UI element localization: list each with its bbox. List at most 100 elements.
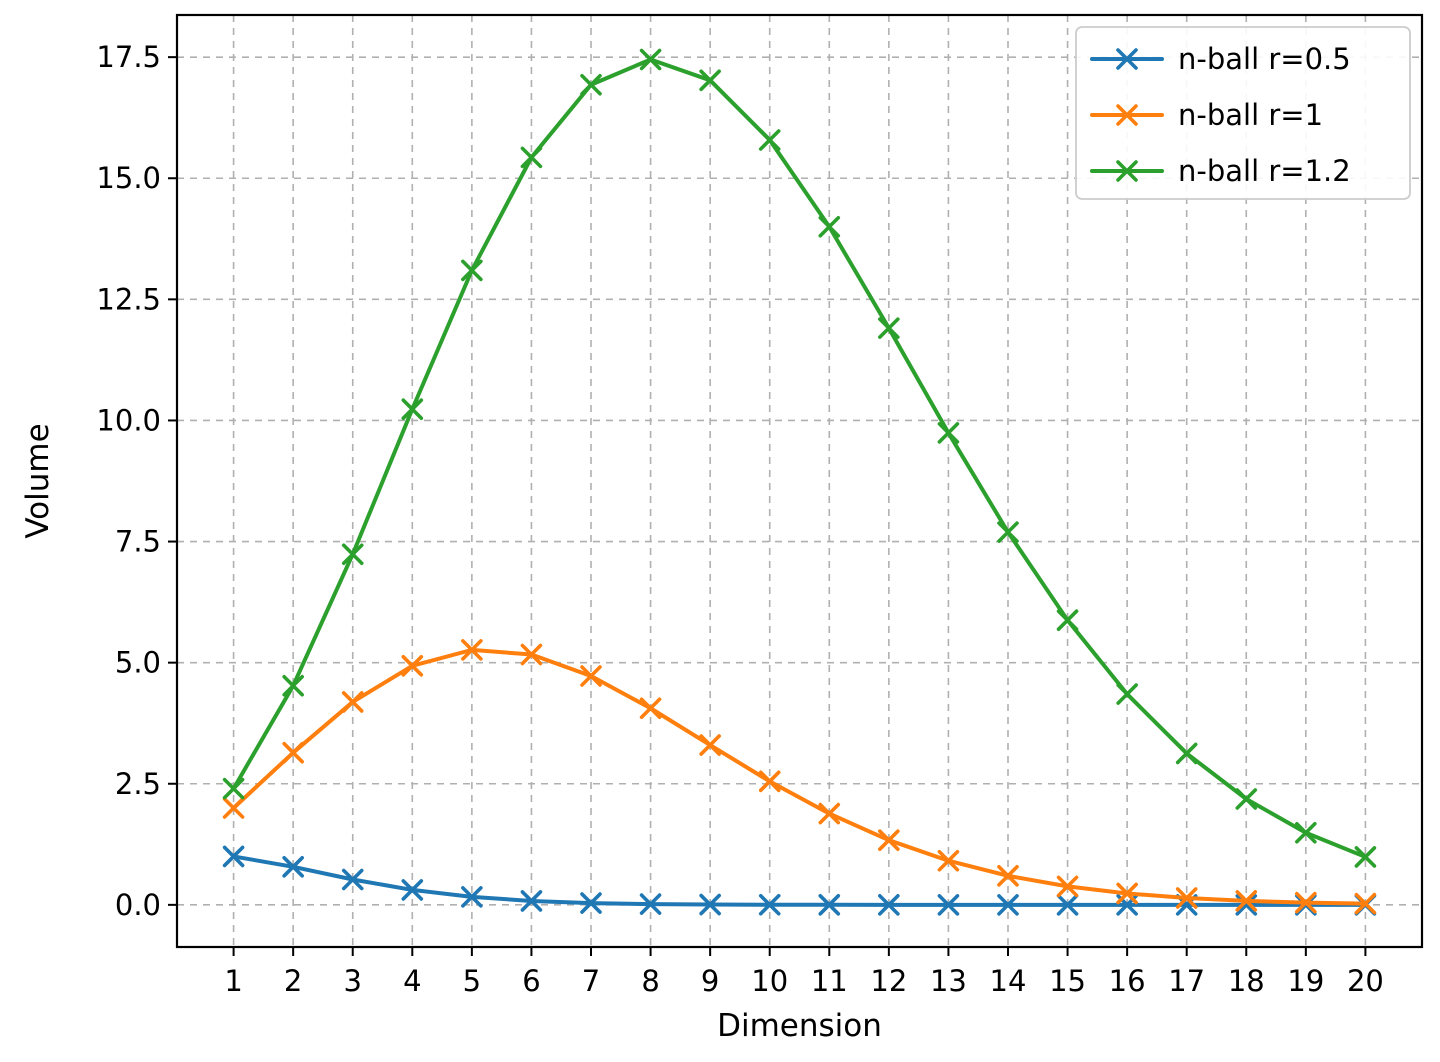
series-marker-x — [639, 697, 662, 720]
x-tick-label: 14 — [990, 964, 1027, 998]
series-marker-x — [1175, 742, 1198, 765]
legend-label: n-ball r=0.5 — [1178, 42, 1351, 76]
legend-entry: n-ball r=1 — [1090, 98, 1323, 132]
series-marker-x — [758, 893, 781, 916]
x-tick-label: 3 — [344, 964, 362, 998]
x-tick-label: 7 — [582, 964, 600, 998]
x-tick-label: 12 — [870, 964, 907, 998]
legend: n-ball r=0.5 n-ball r=1 n-ball r=1.2 — [1075, 26, 1411, 200]
legend-label: n-ball r=1.2 — [1178, 154, 1351, 188]
legend-entry: n-ball r=1.2 — [1090, 154, 1351, 188]
legend-box — [1075, 26, 1411, 200]
series-marker-x — [222, 797, 245, 819]
y-tick-label: 10.0 — [96, 403, 161, 437]
x-tick-label: 13 — [930, 964, 967, 998]
series-marker-x — [520, 146, 543, 169]
y-tick-label: 5.0 — [115, 646, 161, 680]
series-marker-x — [341, 543, 364, 566]
series-marker-x — [699, 893, 721, 916]
series-marker-x — [937, 849, 960, 872]
series-marker-x — [520, 890, 543, 912]
series-marker-x — [758, 770, 781, 793]
y-axis-label: Volume — [20, 423, 56, 539]
series-line — [231, 647, 1368, 906]
legend-marker-x — [1116, 104, 1138, 126]
series-marker-x — [282, 856, 304, 878]
series-marker-x — [1235, 894, 1258, 916]
series-marker-x — [1116, 882, 1138, 905]
x-tick-label: 10 — [751, 964, 788, 998]
series-marker-x — [401, 398, 424, 420]
series-marker-x — [937, 894, 960, 916]
x-tick-label: 1 — [224, 964, 242, 998]
series-marker-x — [997, 521, 1019, 543]
series-marker-x — [1056, 894, 1079, 916]
series-marker-x — [639, 48, 662, 71]
legend-marker-x — [1116, 160, 1138, 182]
series-marker-x — [341, 868, 364, 891]
series-marker-x — [341, 691, 364, 713]
y-tick-label: 17.5 — [96, 40, 161, 74]
series-marker-x — [1235, 890, 1258, 912]
x-tick-label: 15 — [1049, 964, 1086, 998]
x-tick-label: 16 — [1109, 964, 1146, 998]
x-tick-label: 11 — [811, 964, 848, 998]
x-tick-label: 4 — [403, 964, 421, 998]
x-tick-label: 8 — [641, 964, 659, 998]
series-marker-x — [997, 865, 1019, 887]
y-tick-label: 15.0 — [96, 161, 161, 195]
series-marker-x — [401, 879, 424, 901]
series-marker-x — [1354, 846, 1377, 868]
series-marker-x — [878, 894, 900, 916]
series-marker-x — [461, 639, 483, 661]
series-marker-x — [580, 73, 602, 96]
series-marker-x — [1354, 892, 1377, 915]
series-marker-x — [461, 259, 483, 282]
series-marker-x — [818, 215, 841, 238]
series-marker-x — [580, 892, 602, 914]
x-tick-label: 6 — [522, 964, 540, 998]
series-marker-x — [1116, 683, 1138, 705]
series-marker-x — [1295, 891, 1317, 914]
x-tick-label: 9 — [701, 964, 719, 998]
series-marker-x — [699, 734, 721, 756]
series-marker-x — [222, 777, 245, 800]
series-marker-x — [1056, 875, 1079, 898]
y-tick-label: 0.0 — [115, 888, 161, 922]
series-marker-x — [818, 894, 841, 916]
x-tick-label: 19 — [1287, 964, 1324, 998]
series-marker-x — [699, 69, 721, 92]
series-marker-x — [580, 665, 602, 687]
legend-label: n-ball r=1 — [1178, 98, 1323, 132]
legend-entry: n-ball r=0.5 — [1090, 42, 1351, 76]
series-line — [231, 854, 1368, 907]
series-marker-x — [997, 894, 1019, 916]
y-tick-label: 12.5 — [96, 282, 161, 316]
series-marker-x — [758, 129, 781, 151]
y-tick-label: 7.5 — [115, 525, 161, 559]
series-marker-x — [878, 317, 900, 339]
series-marker-x — [937, 422, 960, 444]
series-marker-x — [222, 845, 245, 868]
plot-border — [175, 13, 1424, 949]
series-marker-x — [520, 643, 543, 666]
series-marker-x — [282, 741, 304, 764]
series-marker-x — [818, 802, 841, 825]
x-tick-label: 2 — [284, 964, 302, 998]
series-marker-x — [878, 829, 900, 851]
series-marker-x — [282, 674, 304, 697]
x-tick-label: 5 — [463, 964, 481, 998]
x-tick-label: 17 — [1168, 964, 1205, 998]
x-tick-label: 20 — [1347, 964, 1384, 998]
x-tick-label: 18 — [1228, 964, 1265, 998]
x-axis-label: Dimension — [717, 1008, 882, 1044]
y-tick-label: 2.5 — [115, 767, 161, 801]
series-marker-x — [1235, 788, 1258, 810]
series-marker-x — [461, 886, 483, 908]
series-marker-x — [401, 655, 424, 677]
series-marker-x — [1295, 821, 1317, 844]
series-marker-x — [1175, 887, 1198, 909]
legend-marker-x — [1116, 48, 1138, 70]
